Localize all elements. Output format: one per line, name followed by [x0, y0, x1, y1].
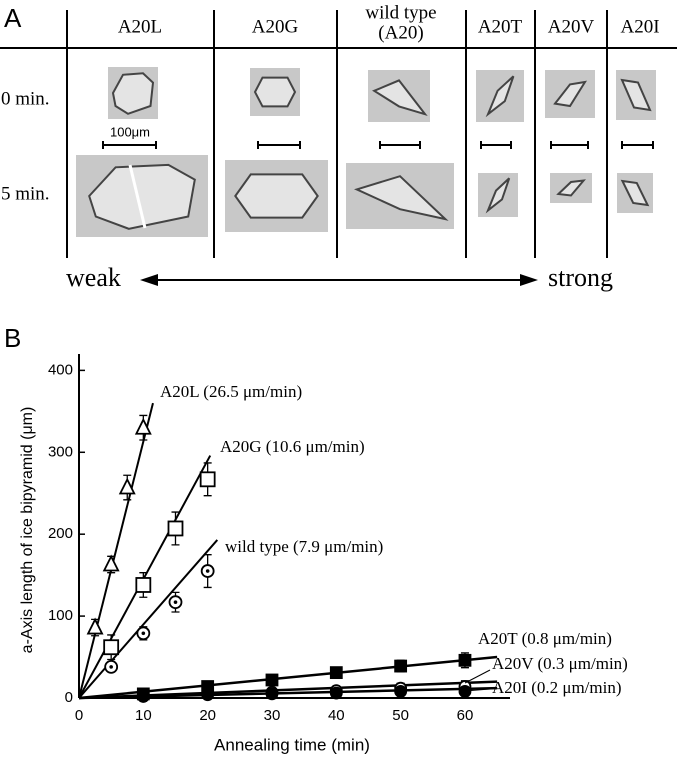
legend-label: A20V (0.3 μm/min) — [492, 654, 628, 673]
marker — [458, 653, 472, 667]
marker — [394, 659, 408, 673]
marker — [329, 666, 343, 680]
arrow-label: weak — [66, 263, 121, 292]
leader-line — [464, 669, 491, 684]
marker-dot — [205, 569, 210, 573]
x-tick-label: 60 — [457, 707, 474, 724]
leader-line — [464, 688, 491, 692]
crystal — [88, 163, 196, 230]
panel-label: A — [4, 3, 22, 33]
marker-dot — [109, 665, 113, 669]
legend-label: A20T (0.8 μm/min) — [478, 629, 612, 648]
x-tick-label: 0 — [75, 707, 83, 724]
arrow-head — [520, 274, 538, 286]
row-label: 5 min. — [1, 183, 50, 204]
column-header: A20L — [118, 16, 162, 37]
marker — [167, 520, 184, 537]
marker-dot — [173, 600, 178, 604]
crystal — [620, 179, 650, 207]
crystal — [111, 72, 155, 115]
marker — [102, 554, 120, 572]
x-tick-label: 20 — [199, 707, 216, 724]
column-header: A20I — [620, 16, 659, 37]
marker — [118, 477, 136, 495]
y-tick-label: 300 — [48, 443, 73, 460]
panel-label: B — [4, 323, 21, 353]
x-tick-label: 50 — [392, 707, 409, 724]
row-label: 0 min. — [1, 88, 50, 109]
column-header: A20T — [478, 16, 523, 37]
marker — [199, 471, 216, 488]
fit-line — [78, 539, 219, 699]
y-tick-label: 400 — [48, 361, 73, 378]
marker — [265, 687, 279, 701]
crystal — [353, 175, 449, 221]
fit-line — [78, 402, 154, 699]
marker — [394, 685, 408, 698]
y-axis-label: a-Axis length of ice bipyramid (μm) — [19, 407, 36, 654]
crystal — [253, 76, 297, 108]
x-axis-label: Annealing time (min) — [214, 735, 370, 754]
legend-label: wild type (7.9 μm/min) — [225, 537, 383, 556]
column-header: A20G — [252, 16, 299, 37]
marker — [201, 688, 215, 702]
marker — [134, 417, 152, 435]
marker — [86, 617, 104, 635]
marker — [329, 686, 343, 700]
crystal — [485, 75, 515, 118]
y-tick-label: 0 — [65, 689, 73, 706]
column-header: wild type — [365, 2, 436, 23]
arrow-head — [140, 274, 158, 286]
marker — [103, 639, 120, 656]
legend-label: A20L (26.5 μm/min) — [160, 382, 302, 401]
crystal — [620, 78, 652, 112]
marker — [265, 673, 279, 687]
fit-line — [78, 455, 212, 699]
x-tick-label: 10 — [135, 707, 152, 724]
marker — [458, 685, 472, 698]
crystal — [234, 173, 319, 219]
legend-label: A20G (10.6 μm/min) — [220, 437, 365, 456]
legend-label: A20I (0.2 μm/min) — [492, 678, 622, 697]
crystal — [556, 179, 586, 197]
crystal — [485, 177, 511, 214]
arrow-label: strong — [548, 263, 613, 292]
marker-dot — [141, 631, 146, 636]
y-tick-label: 100 — [48, 607, 73, 624]
crystal — [372, 79, 428, 117]
marker — [136, 689, 150, 703]
scale-label: 100μm — [110, 124, 150, 139]
width-arrow — [128, 164, 147, 229]
x-tick-label: 30 — [264, 707, 281, 724]
column-header: (A20) — [378, 22, 423, 43]
crystal — [553, 80, 588, 108]
y-tick-label: 200 — [48, 525, 73, 542]
marker — [135, 577, 152, 593]
x-tick-label: 40 — [328, 707, 345, 724]
column-header: A20V — [548, 16, 595, 37]
